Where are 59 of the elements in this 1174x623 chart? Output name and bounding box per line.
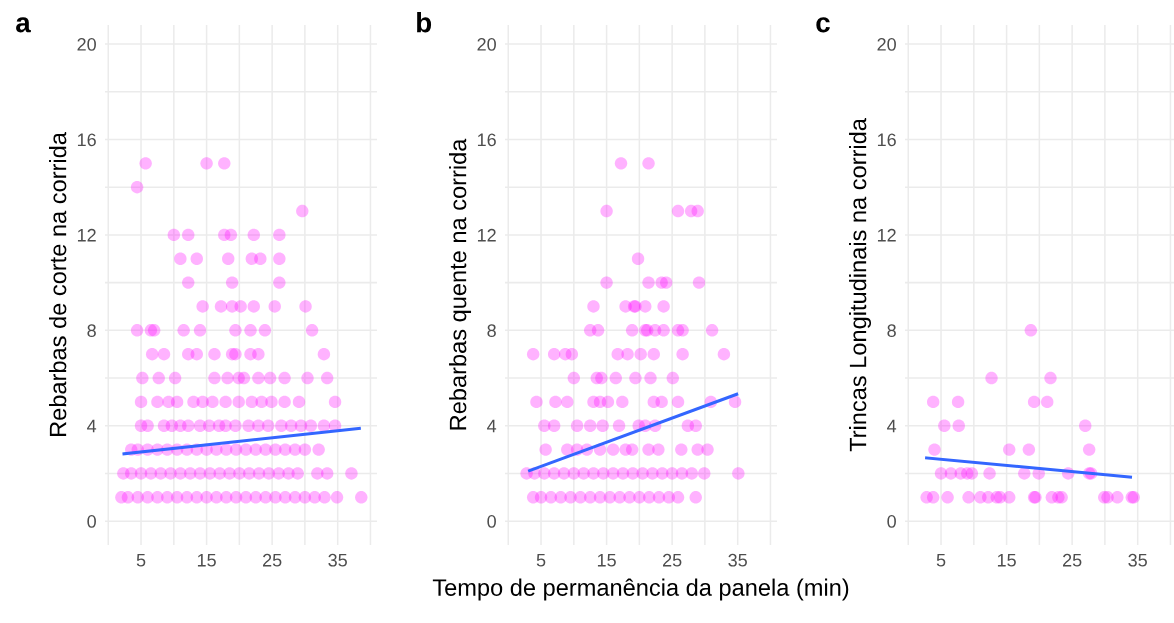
y-tick-label: 8 bbox=[887, 324, 896, 338]
point bbox=[1018, 467, 1031, 480]
point bbox=[985, 371, 998, 385]
point bbox=[1027, 395, 1041, 409]
x-tick-label: 5 bbox=[536, 554, 546, 567]
y-tick-label: 4 bbox=[487, 419, 497, 433]
point bbox=[1003, 491, 1016, 504]
y-axis-title: Rebarbas quente na corrida bbox=[449, 138, 472, 430]
point bbox=[1022, 443, 1036, 456]
x-tick-label: 15 bbox=[597, 554, 616, 567]
x-tick-label: 25 bbox=[1063, 553, 1082, 567]
point bbox=[1082, 443, 1096, 456]
y-axis-title: Trincas Longitudinais na corrida bbox=[849, 118, 872, 452]
point bbox=[1041, 395, 1054, 409]
y-tick-label: 16 bbox=[77, 133, 96, 147]
y-tick-label: 8 bbox=[87, 324, 96, 338]
y-tick-label: 20 bbox=[77, 38, 96, 51]
chart-title: c bbox=[816, 17, 830, 33]
x-tick-label: 35 bbox=[1128, 553, 1147, 567]
point bbox=[951, 395, 965, 409]
y-tick-label: 4 bbox=[87, 419, 97, 433]
point bbox=[1044, 371, 1057, 385]
point bbox=[926, 395, 940, 409]
x-tick-label: 25 bbox=[663, 553, 682, 567]
x-tick-label: 5 bbox=[936, 554, 946, 567]
x-axis-title: Tempo de permanência da panela (min) bbox=[432, 578, 849, 601]
point bbox=[928, 443, 941, 456]
point bbox=[926, 491, 940, 504]
y-tick-label: 16 bbox=[877, 133, 896, 147]
x-tick-label: 25 bbox=[263, 553, 282, 567]
y-tick-label: 0 bbox=[487, 515, 496, 528]
point bbox=[1003, 443, 1016, 456]
y-tick-label: 0 bbox=[887, 515, 896, 528]
point bbox=[941, 491, 954, 504]
y-tick-label: 12 bbox=[477, 228, 496, 242]
y-tick-label: 20 bbox=[877, 38, 896, 51]
point bbox=[1111, 491, 1124, 504]
point bbox=[962, 491, 975, 504]
y-tick-label: 8 bbox=[487, 324, 496, 338]
y-tick-label: 12 bbox=[77, 228, 96, 242]
y-tick-label: 12 bbox=[877, 228, 896, 242]
point bbox=[938, 419, 951, 432]
y-tick-label: 16 bbox=[477, 133, 496, 147]
y-axis-title: Rebarbas de corte na corrida bbox=[49, 132, 67, 436]
point bbox=[1024, 324, 1038, 337]
x-tick-label: 5 bbox=[136, 554, 146, 567]
point bbox=[1079, 419, 1092, 432]
x-tick-label: 35 bbox=[328, 553, 347, 567]
x-tick-label: 15 bbox=[997, 554, 1016, 567]
chart-title: a bbox=[16, 17, 31, 33]
x-tick-label: 15 bbox=[197, 554, 216, 567]
point bbox=[983, 467, 996, 480]
y-tick-label: 20 bbox=[477, 38, 496, 51]
y-tick-label: 4 bbox=[887, 419, 897, 433]
x-tick-label: 35 bbox=[728, 553, 747, 567]
point bbox=[965, 467, 979, 480]
y-tick-label: 0 bbox=[87, 515, 96, 528]
chart-title: b bbox=[417, 12, 432, 33]
point bbox=[952, 419, 965, 432]
